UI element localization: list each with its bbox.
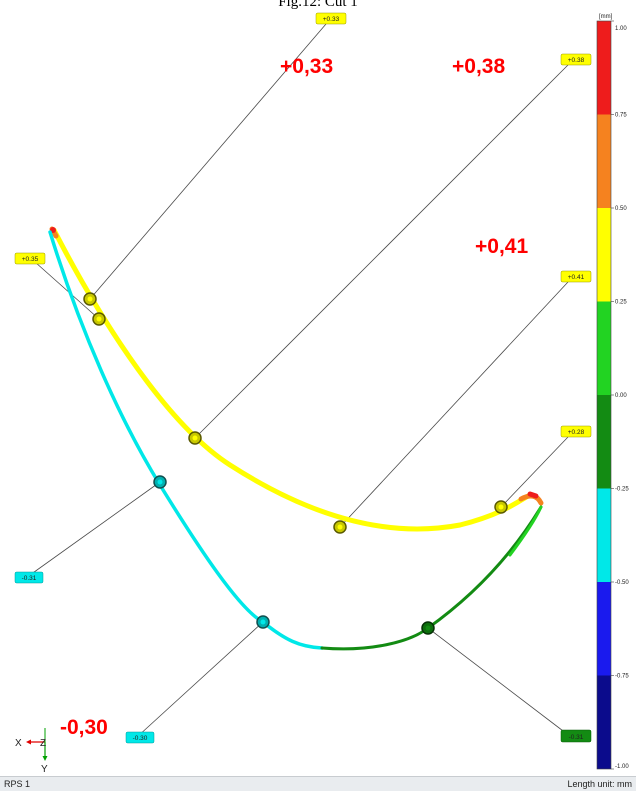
color-scale-band <box>597 395 611 489</box>
color-scale: [mm] 1.00 0.75 0.50 0.25 0.00 -0.25 -0.50 -0.75… <box>596 14 629 770</box>
color-scale-band <box>597 114 611 208</box>
y-axis-label: Y <box>41 764 48 775</box>
status-bar: RPS 1 Length unit: mm <box>0 776 636 791</box>
measurement-point[interactable] <box>494 500 508 514</box>
color-scale-unit: [mm] <box>599 14 613 20</box>
leader-line <box>427 627 572 738</box>
callout-label[interactable]: -0.30 <box>125 731 155 744</box>
status-length-unit: Length unit: mm <box>567 779 632 789</box>
color-scale-tick-label: 0.75 <box>615 113 627 119</box>
leader-line <box>34 261 100 320</box>
color-scale-band <box>597 582 611 676</box>
profile-curve-upper <box>51 227 531 532</box>
measurement-point[interactable] <box>188 431 202 445</box>
svg-text:+0.41: +0.41 <box>568 274 585 281</box>
color-scale-tick-label: -1.00 <box>615 764 629 770</box>
leader-line <box>89 23 327 300</box>
callout-label[interactable]: +0.35 <box>14 252 46 265</box>
color-scale-tick-label: 1.00 <box>615 26 627 32</box>
svg-text:-0.30: -0.30 <box>133 735 148 742</box>
deviation-annotation: +0,33 <box>280 55 333 78</box>
callout-label[interactable]: +0.38 <box>560 53 592 66</box>
measurement-point[interactable] <box>256 615 270 629</box>
deviation-annotation: -0,30 <box>60 716 108 739</box>
callout-label[interactable]: +0.28 <box>560 425 592 438</box>
color-scale-band <box>597 488 611 582</box>
svg-text:+0.33: +0.33 <box>323 16 340 23</box>
z-axis-label: Z <box>40 738 46 749</box>
svg-text:+0.28: +0.28 <box>568 429 585 436</box>
color-scale-tick-label: 0.00 <box>615 393 627 399</box>
color-scale-tick-label: -0.75 <box>615 674 629 680</box>
leader-line <box>136 621 264 738</box>
deviation-annotation: +0,41 <box>475 235 528 258</box>
color-scale-band <box>597 208 611 302</box>
measurement-point[interactable] <box>92 312 106 326</box>
leader-line <box>339 281 569 528</box>
leader-line <box>500 436 569 508</box>
measurement-point[interactable] <box>153 475 167 489</box>
leader-line <box>29 481 161 576</box>
color-scale-tick-label: -0.50 <box>615 580 629 586</box>
svg-text:-0.31: -0.31 <box>569 734 584 741</box>
profile-curve-lower <box>48 230 324 650</box>
callout-label[interactable]: -0.31 <box>14 571 44 584</box>
measurement-points <box>83 292 508 635</box>
axis-triad: X Z Y <box>15 728 48 775</box>
measurement-point[interactable] <box>421 621 435 635</box>
profile-curve-green-end <box>508 505 543 557</box>
callout-label[interactable]: +0.33 <box>315 12 347 25</box>
profile-curve-upper-red-tip <box>527 491 539 499</box>
status-project-label: RPS 1 <box>4 779 31 789</box>
color-scale-band <box>597 301 611 395</box>
color-scale-tick-label: 0.25 <box>615 300 627 306</box>
callout-label[interactable]: +0.41 <box>560 270 592 283</box>
color-scale-band <box>597 675 611 769</box>
measurement-point[interactable] <box>333 520 347 534</box>
color-scale-band <box>597 21 611 115</box>
measurement-point[interactable] <box>83 292 97 306</box>
leader-line <box>194 64 569 439</box>
deviation-annotation: +0,38 <box>452 55 505 78</box>
callout-label[interactable]: -0.31 <box>560 729 592 743</box>
svg-text:+0.38: +0.38 <box>568 57 585 64</box>
x-axis-label: X <box>15 738 22 749</box>
svg-text:+0.35: +0.35 <box>22 256 39 263</box>
svg-text:-0.31: -0.31 <box>22 575 37 582</box>
color-scale-tick-label: -0.25 <box>615 487 629 493</box>
figure-caption: Fig.12: Cut 1 <box>278 0 358 10</box>
color-scale-tick-label: 0.50 <box>615 206 627 212</box>
